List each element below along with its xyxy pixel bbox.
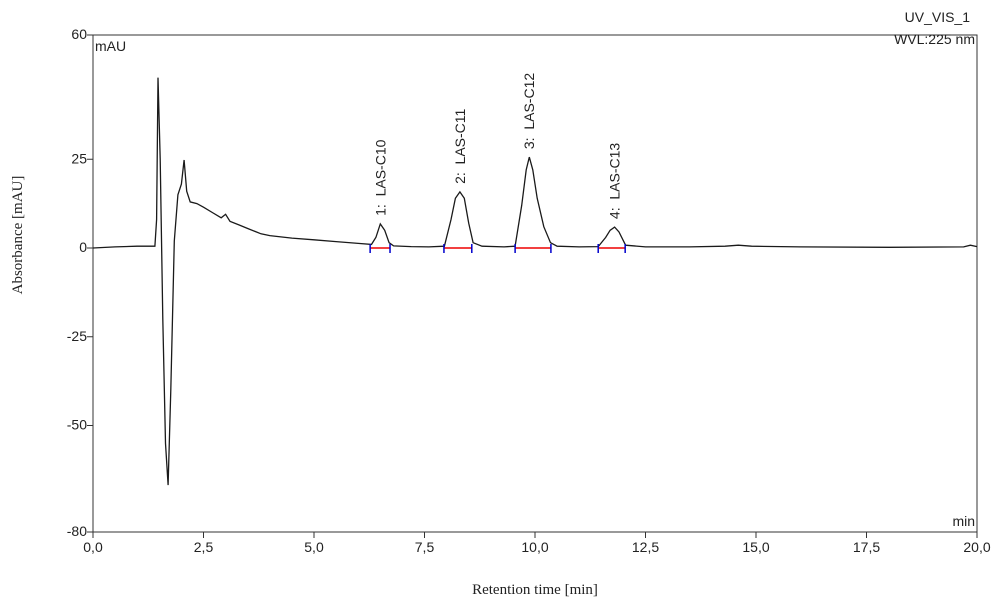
x-tick-label: 17,5 <box>853 539 880 555</box>
peak-label: 3: LAS-C12 <box>521 73 537 149</box>
x-axis-label: Retention time [min] <box>472 582 598 598</box>
peak-label: 1: LAS-C10 <box>372 139 388 215</box>
y-tick-label: 25 <box>71 150 87 166</box>
y-tick-label: -25 <box>67 328 87 344</box>
x-tick-label: 12,5 <box>632 539 659 555</box>
y-tick-label: 60 <box>71 26 87 42</box>
x-tick-label: 15,0 <box>742 539 769 555</box>
y-tick-label: -80 <box>67 523 87 539</box>
x-unit: min <box>952 513 975 529</box>
y-unit: mAU <box>95 38 126 54</box>
x-tick-label: 2,5 <box>194 539 214 555</box>
trace <box>92 77 978 486</box>
x-tick-label: 20,0 <box>963 539 990 555</box>
peak-label: 2: LAS-C11 <box>452 108 468 183</box>
x-tick-label: 0,0 <box>83 539 103 555</box>
x-tick-label: 10,0 <box>521 539 548 555</box>
y-axis-label: Absorbance [mAU] <box>10 176 26 295</box>
chart-title: UV_VIS_1 <box>905 9 971 25</box>
chart-subtitle: WVL:225 nm <box>894 31 975 47</box>
y-tick-label: -50 <box>67 417 87 433</box>
x-tick-label: 5,0 <box>304 539 324 555</box>
peak-label: 4: LAS-C13 <box>607 143 623 219</box>
y-tick-label: 0 <box>79 239 87 255</box>
x-tick-label: 7,5 <box>415 539 435 555</box>
